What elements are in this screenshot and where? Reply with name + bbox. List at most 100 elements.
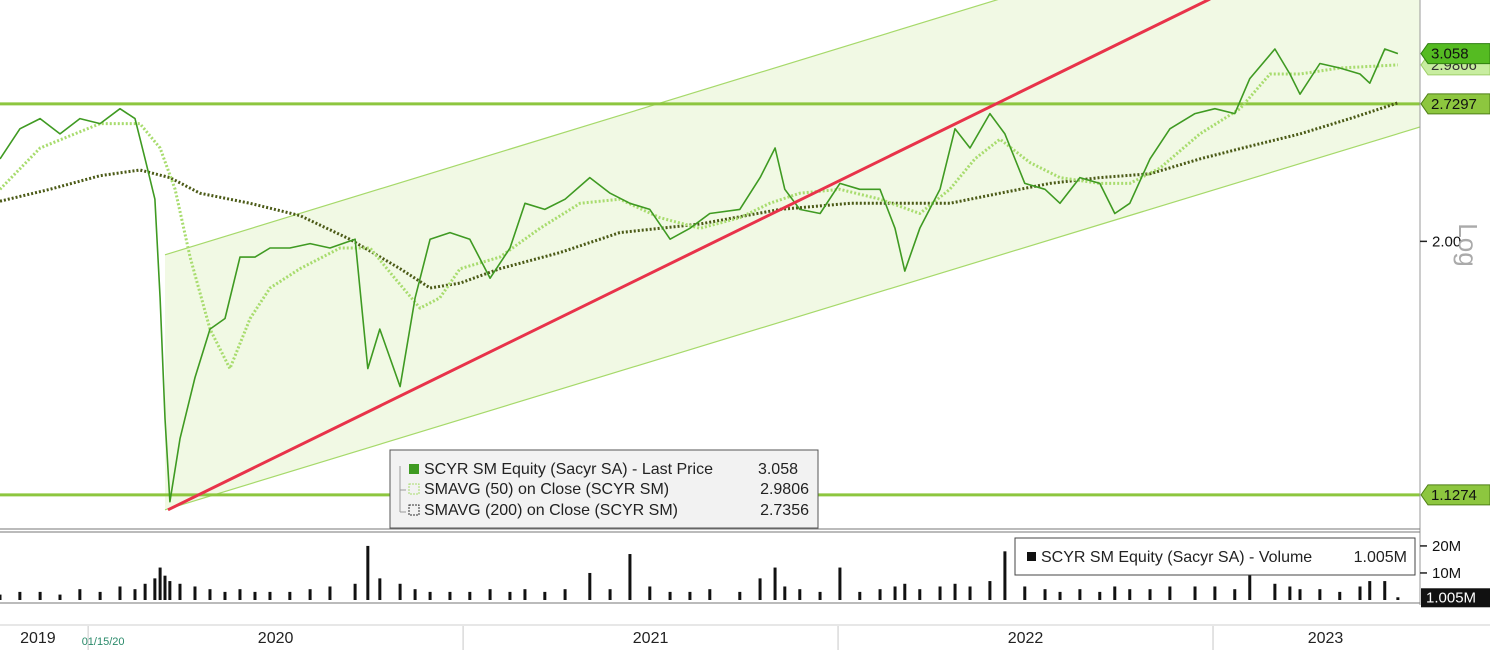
volume-bar	[588, 572, 592, 600]
volume-bar	[668, 591, 672, 600]
volume-bar	[193, 586, 197, 600]
volume-bar	[523, 589, 527, 600]
volume-bar	[968, 586, 972, 600]
x-tick-label: 2021	[633, 630, 669, 647]
volume-bar	[563, 589, 567, 600]
legend-label: SMAVG (50) on Close (SCYR SM)	[424, 481, 669, 498]
volume-bar	[1098, 591, 1102, 600]
volume-bar	[488, 589, 492, 600]
trend-line	[167, 0, 1211, 512]
legend-swatch	[1027, 552, 1036, 561]
volume-bar	[1148, 589, 1152, 600]
volume-bar	[1273, 583, 1277, 600]
volume-panel	[0, 545, 1400, 600]
legend-value: 2.7356	[760, 502, 809, 519]
legend-box	[389, 449, 819, 529]
value-tag-label: 1.005M	[1426, 589, 1476, 606]
volume-bar	[1368, 581, 1372, 600]
volume-bar	[918, 589, 922, 600]
volume-bar	[158, 567, 162, 600]
volume-bar	[708, 589, 712, 600]
value-tag-label: 3.058	[1431, 46, 1469, 63]
volume-bar	[1023, 586, 1027, 600]
legends: SCYR SM Equity (Sacyr SA) - Last Price 3.…	[389, 449, 1416, 576]
volume-bar	[688, 591, 692, 600]
volume-bar	[893, 586, 897, 600]
legend-label: SCYR SM Equity (Sacyr SA) - Volume	[1041, 549, 1312, 566]
y-tick-label: 10M	[1432, 565, 1461, 582]
volume-bar	[903, 583, 907, 600]
channel-edge	[164, 0, 999, 256]
volume-bar	[1058, 591, 1062, 600]
x-cursor-label: 01/15/20	[82, 636, 125, 648]
volume-bar	[428, 591, 432, 600]
x-tick-label: 2019	[20, 630, 56, 647]
volume-bar	[1396, 597, 1400, 600]
legend-swatch	[409, 464, 419, 474]
y-tick-label: 20M	[1432, 538, 1461, 555]
volume-bar	[1248, 551, 1252, 600]
volume-bar	[268, 591, 272, 600]
volume-bar	[163, 575, 167, 600]
volume-bar	[838, 567, 842, 600]
value-tag	[1420, 93, 1490, 115]
volume-bar	[153, 578, 157, 600]
scale-label: Log	[1453, 223, 1483, 266]
legend-swatch	[408, 483, 420, 495]
volume-bar	[353, 583, 357, 600]
volume-bar	[178, 583, 182, 600]
volume-bar	[398, 583, 402, 600]
volume-bar	[878, 589, 882, 600]
channel-fill	[164, 0, 1420, 510]
volume-bar	[78, 589, 82, 600]
volume-bar	[1193, 586, 1197, 600]
moving-average-line	[0, 63, 1398, 371]
moving-average-line	[0, 101, 1399, 290]
legend-label: SMAVG (200) on Close (SCYR SM)	[424, 502, 678, 519]
x-tick-label: 2022	[1008, 630, 1044, 647]
volume-bar	[758, 578, 762, 600]
volume-bar	[1168, 586, 1172, 600]
price-lines	[0, 0, 1420, 512]
volume-bar	[1043, 589, 1047, 600]
legend-value: 3.058	[758, 461, 798, 478]
volume-bar	[1003, 551, 1007, 600]
volume-bar	[1128, 589, 1132, 600]
volume-bar	[648, 586, 652, 600]
y-tick-label: 2.00	[1432, 233, 1461, 250]
volume-bar	[608, 589, 612, 600]
volume-bar	[1383, 581, 1387, 600]
price-panel	[164, 0, 1420, 511]
legend-label: SCYR SM Equity (Sacyr SA) - Last Price	[424, 461, 713, 478]
volume-bar	[208, 589, 212, 600]
volume-bar	[413, 589, 417, 600]
volume-bar	[773, 567, 777, 600]
volume-bar	[288, 591, 292, 600]
volume-bar	[798, 589, 802, 600]
volume-bar	[1233, 589, 1237, 600]
legend-box	[1014, 537, 1416, 576]
value-tag	[1420, 484, 1490, 506]
volume-bar	[253, 591, 257, 600]
volume-bar	[818, 591, 822, 600]
volume-bar	[508, 591, 512, 600]
volume-bar	[1288, 586, 1292, 600]
volume-bar	[783, 586, 787, 600]
volume-bar	[953, 583, 957, 600]
legend-value: 1.005M	[1354, 549, 1407, 566]
volume-bar	[988, 581, 992, 600]
volume-bar	[58, 594, 62, 600]
volume-bar	[1213, 586, 1217, 600]
volume-bar	[328, 586, 332, 600]
volume-bar	[366, 545, 370, 600]
volume-bar	[118, 586, 122, 600]
volume-bar	[308, 589, 312, 600]
volume-bar	[133, 589, 137, 600]
value-tag	[1420, 43, 1490, 65]
volume-bar	[378, 578, 382, 600]
volume-bar	[448, 591, 452, 600]
value-tag	[1421, 588, 1490, 608]
